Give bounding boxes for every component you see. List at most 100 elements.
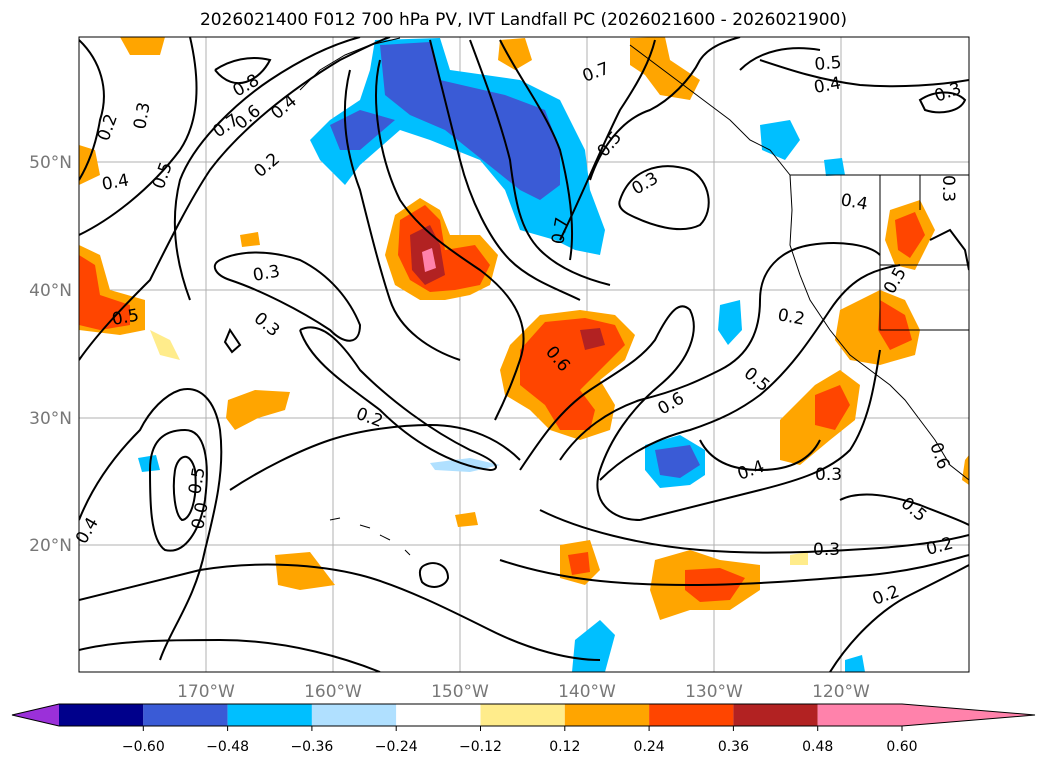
contour-label: 0.4 — [812, 74, 842, 98]
colorbar-segment — [311, 704, 397, 726]
latitude-labels: 50°N 40°N 30°N 20°N — [29, 153, 72, 556]
warm-region-south-2-core — [568, 552, 590, 575]
colorbar-segment — [396, 704, 481, 726]
blue-region-coast-2 — [718, 300, 742, 345]
blue-region-sw — [845, 655, 865, 672]
colorbar-tick-label: −0.24 — [375, 739, 418, 755]
colorbar-segment — [480, 704, 565, 726]
colorbar-tick-label: 0.48 — [802, 739, 833, 755]
contour-line — [79, 37, 198, 236]
contour-line — [499, 554, 969, 587]
contour-line — [618, 165, 710, 231]
colorbar-segment — [817, 704, 902, 726]
contour-line — [699, 439, 821, 472]
colorbar-tick-label: 0.24 — [634, 739, 665, 755]
colorbar-tick-label: −0.48 — [206, 739, 249, 755]
lon-label: 150°W — [431, 682, 489, 702]
warm-region-38n — [150, 330, 180, 360]
warm-region-nw — [79, 145, 100, 185]
contour-line — [79, 39, 105, 181]
warm-region-baja-core — [815, 385, 850, 430]
contour-line — [343, 69, 461, 361]
contour-line — [759, 59, 969, 88]
contour-label: 0.3 — [938, 175, 958, 202]
contours — [79, 37, 969, 672]
lon-label: 140°W — [558, 682, 616, 702]
warm-region-small-2 — [455, 512, 478, 527]
bc-coast — [629, 44, 791, 176]
warm-region-cal — [835, 290, 920, 365]
blue-region-coast-3 — [824, 158, 845, 176]
lon-label: 170°W — [177, 682, 235, 702]
contour-line — [79, 563, 601, 661]
colorbar-extend-low — [12, 704, 59, 726]
contour-line — [213, 251, 362, 342]
contour-line — [918, 91, 967, 114]
warm-region-west-core — [79, 255, 130, 330]
contour-label: 0.5 — [185, 466, 209, 496]
colorbar-tick-label: 0.60 — [886, 739, 917, 755]
contour-line — [839, 493, 969, 526]
state-borders — [879, 175, 969, 331]
contour-line — [375, 59, 525, 421]
positive-shading — [79, 37, 969, 620]
colorbar-extend-high — [902, 704, 1035, 726]
contour-label: 0.3 — [130, 101, 154, 131]
colorbar-segment — [649, 704, 734, 726]
warm-region-top — [120, 37, 165, 55]
contour-line — [589, 37, 741, 181]
contour-label: 0.3 — [813, 540, 840, 560]
contour-line — [429, 39, 581, 301]
hawaii-islands — [329, 517, 411, 556]
contour-label: 0.2 — [776, 305, 806, 329]
contour-line — [79, 638, 381, 672]
warm-region-small-1 — [240, 232, 260, 247]
warm-region-cal-core — [878, 300, 912, 350]
map-title: 2026021400 F012 700 hPa PV, IVT Landfall… — [199, 10, 847, 30]
colorbar-tick-label: −0.12 — [459, 739, 502, 755]
lat-label: 30°N — [29, 409, 72, 429]
lon-label: 130°W — [685, 682, 743, 702]
contour-line — [79, 37, 391, 361]
warm-region-small-3 — [962, 455, 969, 485]
contour-line — [829, 564, 969, 672]
contour-line — [299, 326, 497, 472]
contour-line — [229, 423, 521, 491]
contour-label: 0.5 — [110, 306, 140, 330]
contour-line — [559, 242, 881, 461]
contour-line — [599, 264, 901, 481]
contour-line — [173, 37, 361, 301]
contour-label: 0.3 — [251, 262, 281, 286]
colorbar-tick-label: −0.36 — [290, 739, 333, 755]
warm-region-small-4 — [790, 552, 808, 565]
lon-label: 160°W — [304, 682, 362, 702]
contour-label: 0.7 — [548, 216, 572, 246]
contour-label: 0.5 — [814, 53, 843, 75]
lat-label: 50°N — [29, 153, 72, 173]
colorbar-segment — [227, 704, 312, 726]
blue-region-central-core — [655, 445, 700, 478]
colorbar-tick-label: −0.60 — [122, 739, 165, 755]
map-layers — [79, 37, 969, 672]
colorbar-segment — [564, 704, 650, 726]
colorbar-segment — [733, 704, 818, 726]
contour-line — [499, 39, 573, 261]
contour-line — [79, 388, 223, 661]
colorbar-segment — [143, 704, 228, 726]
blue-region-west — [138, 455, 160, 472]
contour-line — [559, 39, 656, 241]
warm-region-gulf-peak — [422, 248, 436, 272]
contour-line — [149, 428, 208, 552]
colorbar-tick-label: 0.36 — [718, 739, 749, 755]
contour-line — [172, 455, 197, 522]
contour-label: 0.0 — [188, 501, 212, 531]
colorbar-tick-label: 0.12 — [549, 739, 580, 755]
lat-label: 40°N — [29, 281, 72, 301]
lon-label: 120°W — [812, 682, 870, 702]
contour-label: 0.3 — [815, 465, 842, 485]
blue-region-north-core — [380, 42, 560, 200]
contour-line — [214, 57, 272, 85]
warm-region-30n — [226, 390, 290, 430]
warm-region-central-dark — [580, 328, 605, 350]
contour-line — [739, 47, 821, 71]
